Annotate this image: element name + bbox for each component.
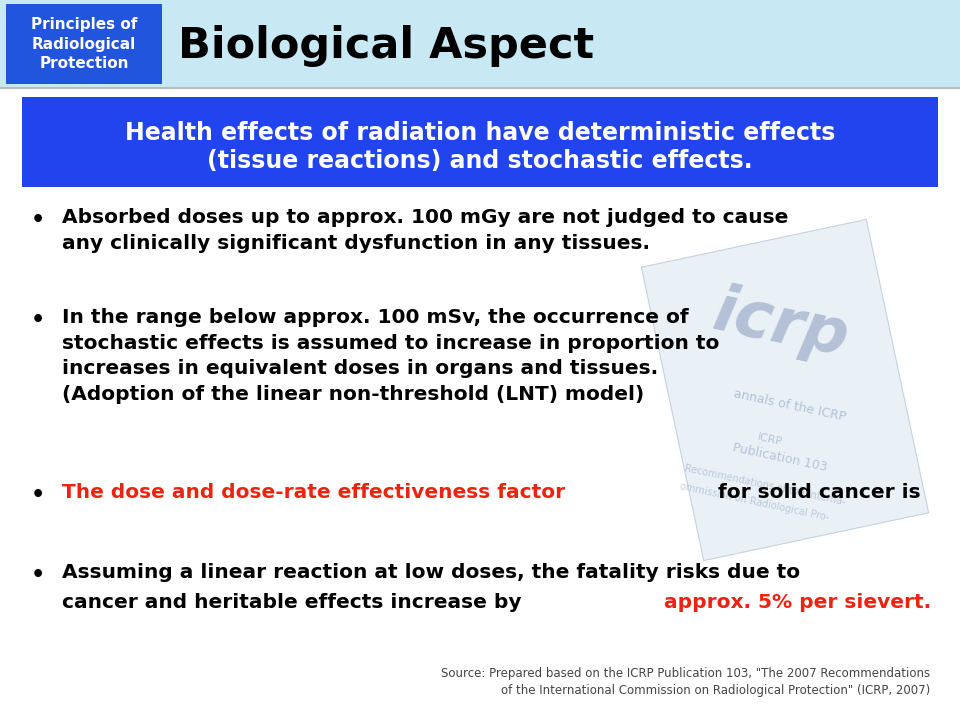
Text: Health effects of radiation have deterministic effects: Health effects of radiation have determi… xyxy=(125,121,835,145)
Text: cancer and heritable effects increase by: cancer and heritable effects increase by xyxy=(62,593,529,612)
Text: (tissue reactions) and stochastic effects.: (tissue reactions) and stochastic effect… xyxy=(207,149,753,173)
Text: approx. 5% per sievert.: approx. 5% per sievert. xyxy=(664,593,931,612)
Text: •: • xyxy=(31,210,45,230)
Text: ommission on Radiological Pro-: ommission on Radiological Pro- xyxy=(680,481,830,523)
FancyBboxPatch shape xyxy=(6,4,162,84)
Text: Assuming a linear reaction at low doses, the fatality risks due to: Assuming a linear reaction at low doses,… xyxy=(62,563,800,582)
Text: annals of the ICRP: annals of the ICRP xyxy=(732,387,848,423)
Polygon shape xyxy=(641,220,928,561)
Text: The dose and dose-rate effectiveness factor: The dose and dose-rate effectiveness fac… xyxy=(62,483,565,502)
FancyBboxPatch shape xyxy=(22,97,938,187)
Text: ICRP: ICRP xyxy=(756,433,783,448)
Text: Principles of
Radiological
Protection: Principles of Radiological Protection xyxy=(31,17,137,71)
Text: icrp: icrp xyxy=(707,280,853,369)
Text: Recommendations of the Interna-: Recommendations of the Interna- xyxy=(684,463,847,507)
Text: •: • xyxy=(31,565,45,585)
Text: Biological Aspect: Biological Aspect xyxy=(178,25,594,67)
Text: Publication 103: Publication 103 xyxy=(732,441,828,474)
Text: In the range below approx. 100 mSv, the occurrence of
stochastic effects is assu: In the range below approx. 100 mSv, the … xyxy=(62,308,719,404)
Text: Absorbed doses up to approx. 100 mGy are not judged to cause
any clinically sign: Absorbed doses up to approx. 100 mGy are… xyxy=(62,208,788,253)
Text: Source: Prepared based on the ICRP Publication 103, "The 2007 Recommendations
of: Source: Prepared based on the ICRP Publi… xyxy=(441,667,930,697)
Text: •: • xyxy=(31,485,45,505)
FancyBboxPatch shape xyxy=(0,0,960,88)
Text: •: • xyxy=(31,310,45,330)
Text: for solid cancer is: for solid cancer is xyxy=(711,483,927,502)
